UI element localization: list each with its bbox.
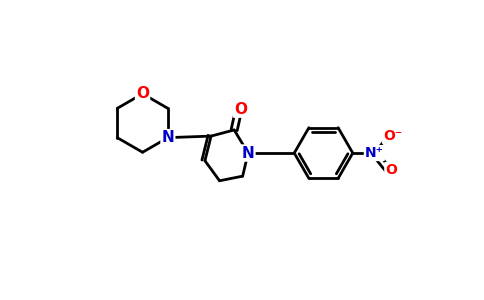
Text: O⁻: O⁻ <box>383 129 402 143</box>
Text: N: N <box>242 146 255 160</box>
Text: O: O <box>385 163 397 177</box>
Text: N: N <box>162 130 174 145</box>
Text: N⁺: N⁺ <box>365 146 384 160</box>
Text: O: O <box>234 102 247 117</box>
Text: O: O <box>136 86 149 101</box>
